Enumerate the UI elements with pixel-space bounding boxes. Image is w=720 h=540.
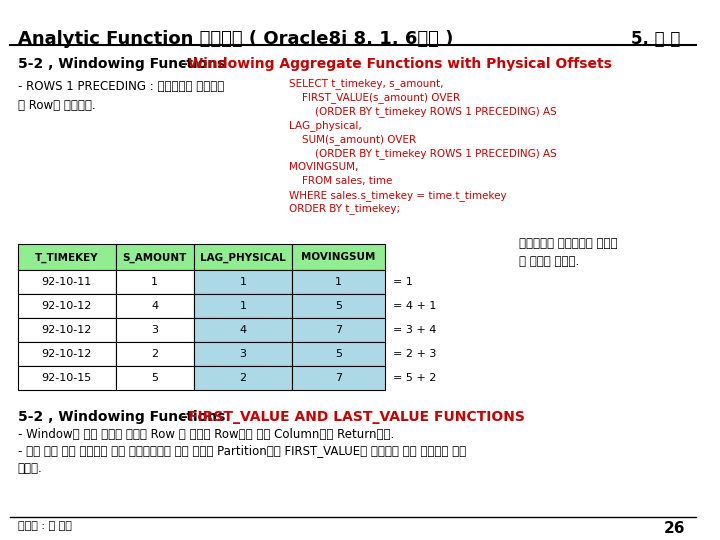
Text: 4: 4 bbox=[239, 325, 246, 335]
FancyBboxPatch shape bbox=[17, 271, 116, 294]
FancyBboxPatch shape bbox=[194, 342, 292, 366]
FancyBboxPatch shape bbox=[116, 245, 194, 271]
Text: –: – bbox=[171, 57, 198, 71]
Text: FIRST_VALUE AND LAST_VALUE FUNCTIONS: FIRST_VALUE AND LAST_VALUE FUNCTIONS bbox=[188, 410, 525, 424]
Text: 92-10-11: 92-10-11 bbox=[42, 278, 91, 287]
Text: ORDER BY t_timekey;: ORDER BY t_timekey; bbox=[289, 204, 400, 214]
Text: 92-10-15: 92-10-15 bbox=[42, 373, 91, 383]
Text: 5: 5 bbox=[335, 349, 342, 359]
Text: 92-10-12: 92-10-12 bbox=[42, 301, 92, 312]
Text: –: – bbox=[171, 410, 198, 424]
Text: - Window의 범위 안에서 첫번째 Row 나 마지막 Row에서 특정 Column값을 Return한다.: - Window의 범위 안에서 첫번째 Row 나 마지막 Row에서 특정 … bbox=[17, 428, 394, 441]
Text: 1: 1 bbox=[240, 301, 246, 312]
FancyBboxPatch shape bbox=[17, 318, 116, 342]
FancyBboxPatch shape bbox=[194, 294, 292, 318]
Text: 1: 1 bbox=[335, 278, 342, 287]
Text: (ORDER BY t_timekey ROWS 1 PRECEDING) AS: (ORDER BY t_timekey ROWS 1 PRECEDING) AS bbox=[289, 147, 557, 159]
Text: SUM(s_amount) OVER: SUM(s_amount) OVER bbox=[289, 134, 416, 145]
Text: 5-2 , Windowing Functions: 5-2 , Windowing Functions bbox=[17, 57, 225, 71]
Text: Windowing Aggregate Functions with Physical Offsets: Windowing Aggregate Functions with Physi… bbox=[188, 57, 612, 71]
Text: = 2 + 3: = 2 + 3 bbox=[393, 349, 436, 359]
Text: FROM sales, time: FROM sales, time bbox=[289, 176, 392, 186]
Text: 물리적으로 하나이전의 데이터
와 합계를 구한다.: 물리적으로 하나이전의 데이터 와 합계를 구한다. bbox=[519, 238, 618, 268]
Text: Analytic Function 활용하기 ( Oracle8i 8. 1. 6이상 ): Analytic Function 활용하기 ( Oracle8i 8. 1. … bbox=[17, 30, 453, 48]
Text: 1: 1 bbox=[240, 278, 246, 287]
Text: 4: 4 bbox=[151, 301, 158, 312]
Text: 5. 예 제: 5. 예 제 bbox=[631, 30, 681, 48]
Text: = 4 + 1: = 4 + 1 bbox=[393, 301, 436, 312]
Text: LAG_physical,: LAG_physical, bbox=[289, 120, 361, 131]
FancyBboxPatch shape bbox=[292, 318, 385, 342]
Text: - ROWS 1 PRECEDING : 물리적으로 하나이전
의 Row를 참조한다.: - ROWS 1 PRECEDING : 물리적으로 하나이전 의 Row를 참… bbox=[17, 80, 224, 112]
Text: 작성자 : 이 현제: 작성자 : 이 현제 bbox=[17, 521, 71, 531]
FancyBboxPatch shape bbox=[194, 271, 292, 294]
FancyBboxPatch shape bbox=[292, 294, 385, 318]
Text: = 3 + 4: = 3 + 4 bbox=[393, 325, 436, 335]
FancyBboxPatch shape bbox=[17, 245, 116, 271]
Text: = 5 + 2: = 5 + 2 bbox=[393, 373, 436, 383]
FancyBboxPatch shape bbox=[116, 294, 194, 318]
FancyBboxPatch shape bbox=[116, 271, 194, 294]
Text: T_TIMEKEY: T_TIMEKEY bbox=[35, 252, 99, 262]
FancyBboxPatch shape bbox=[17, 366, 116, 390]
Text: (ORDER BY t_timekey ROWS 1 PRECEDING) AS: (ORDER BY t_timekey ROWS 1 PRECEDING) AS bbox=[289, 106, 557, 117]
FancyBboxPatch shape bbox=[292, 271, 385, 294]
Text: 2: 2 bbox=[151, 349, 158, 359]
Text: MOVINGSUM,: MOVINGSUM, bbox=[289, 161, 359, 172]
Text: SELECT t_timekey, s_amount,: SELECT t_timekey, s_amount, bbox=[289, 78, 444, 89]
Text: LAG_PHYSICAL: LAG_PHYSICAL bbox=[200, 252, 286, 262]
Text: = 1: = 1 bbox=[393, 278, 413, 287]
FancyBboxPatch shape bbox=[116, 342, 194, 366]
FancyBboxPatch shape bbox=[194, 318, 292, 342]
FancyBboxPatch shape bbox=[194, 245, 292, 271]
Text: 92-10-12: 92-10-12 bbox=[42, 349, 92, 359]
Text: 5-2 , Windowing Functions: 5-2 , Windowing Functions bbox=[17, 410, 225, 424]
Text: - 예를 들면 매주 월요일에 대한 매출증가율을 볼때 주별로 Partition하고 FIRST_VALUE를 사용하면 쉽게 해결할수 있을
것이다.: - 예를 들면 매주 월요일에 대한 매출증가율을 볼때 주별로 Partiti… bbox=[17, 444, 466, 475]
Text: 5: 5 bbox=[335, 301, 342, 312]
FancyBboxPatch shape bbox=[292, 245, 385, 271]
Text: 3: 3 bbox=[240, 349, 246, 359]
Text: 7: 7 bbox=[335, 373, 342, 383]
Text: FIRST_VALUE(s_amount) OVER: FIRST_VALUE(s_amount) OVER bbox=[289, 92, 460, 103]
FancyBboxPatch shape bbox=[194, 366, 292, 390]
FancyBboxPatch shape bbox=[116, 318, 194, 342]
FancyBboxPatch shape bbox=[116, 366, 194, 390]
Text: 92-10-12: 92-10-12 bbox=[42, 325, 92, 335]
FancyBboxPatch shape bbox=[292, 366, 385, 390]
FancyBboxPatch shape bbox=[17, 342, 116, 366]
Text: MOVINGSUM: MOVINGSUM bbox=[301, 253, 376, 262]
Text: S_AMOUNT: S_AMOUNT bbox=[122, 252, 187, 262]
Text: 5: 5 bbox=[151, 373, 158, 383]
Text: 1: 1 bbox=[151, 278, 158, 287]
Text: 2: 2 bbox=[239, 373, 246, 383]
FancyBboxPatch shape bbox=[292, 342, 385, 366]
Text: 26: 26 bbox=[665, 521, 685, 536]
Text: 3: 3 bbox=[151, 325, 158, 335]
Text: 7: 7 bbox=[335, 325, 342, 335]
Text: WHERE sales.s_timekey = time.t_timekey: WHERE sales.s_timekey = time.t_timekey bbox=[289, 190, 507, 200]
FancyBboxPatch shape bbox=[17, 294, 116, 318]
